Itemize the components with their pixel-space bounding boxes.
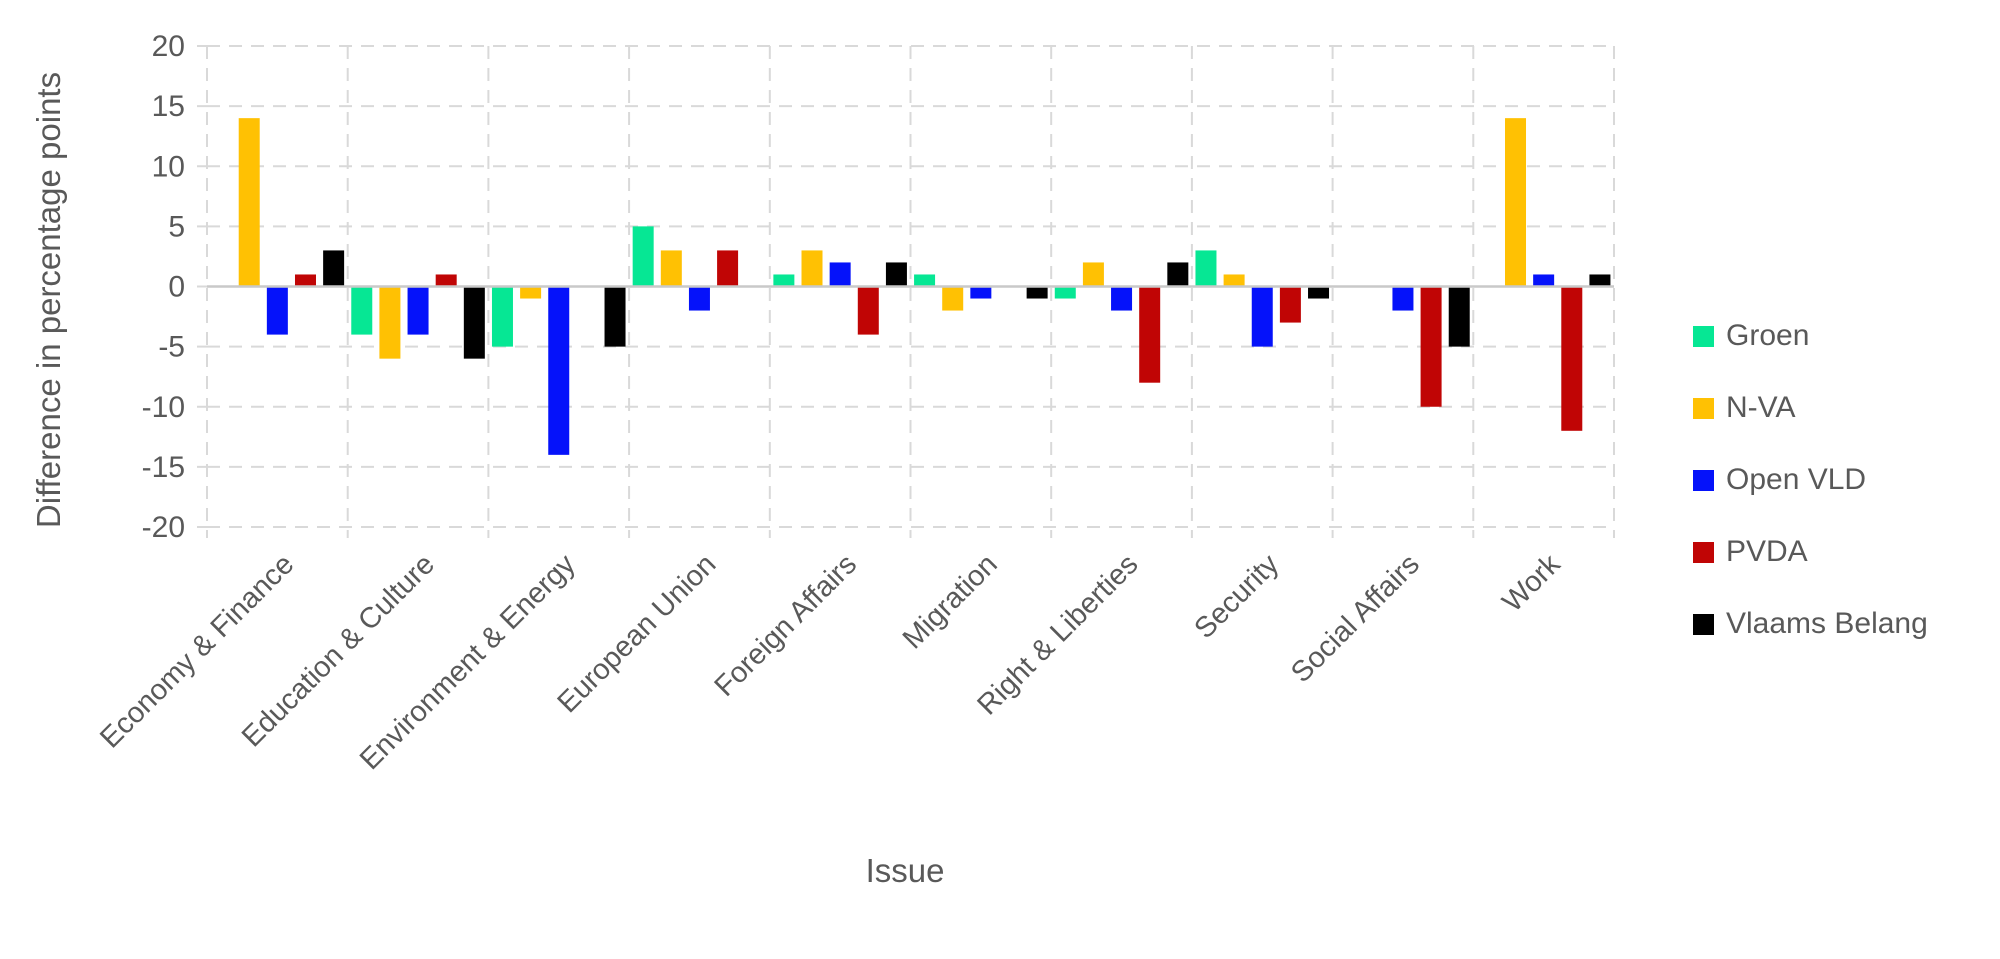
bar-groen-1 — [351, 286, 373, 335]
legend-item-n-va: N-VA — [1693, 391, 1795, 424]
legend-item-vlaams-belang: Vlaams Belang — [1693, 607, 1928, 640]
bar-n-va-1 — [379, 286, 401, 359]
legend-swatch — [1693, 614, 1714, 635]
bar-groen-2 — [491, 286, 513, 347]
bar-groen-4 — [773, 274, 795, 287]
bar-vlaams-belang-8 — [1448, 286, 1470, 347]
bar-pvda-9 — [1561, 286, 1583, 431]
bar-open-vld-0 — [266, 286, 288, 335]
bar-vlaams-belang-9 — [1589, 274, 1611, 287]
y-tick-label: 20 — [152, 30, 185, 63]
bar-open-vld-1 — [407, 286, 429, 335]
bar-groen-6 — [1054, 286, 1076, 299]
x-category-label: Foreign Affairs — [709, 548, 863, 702]
y-tick-label: -20 — [142, 511, 185, 544]
bar-vlaams-belang-2 — [604, 286, 626, 347]
y-tick-label: 0 — [168, 271, 185, 304]
bar-open-vld-8 — [1392, 286, 1414, 311]
bar-pvda-3 — [717, 250, 739, 287]
legend-item-pvda: PVDA — [1693, 535, 1808, 568]
bar-n-va-0 — [238, 118, 260, 287]
x-category-label: Migration — [897, 548, 1004, 655]
bar-groen-3 — [632, 226, 654, 287]
legend-item-open-vld: Open VLD — [1693, 463, 1866, 496]
legend-label: N-VA — [1726, 391, 1795, 424]
x-axis-title: Issue — [866, 852, 945, 889]
bar-vlaams-belang-4 — [885, 262, 907, 287]
bar-n-va-2 — [520, 286, 542, 299]
y-tick-label: 10 — [152, 150, 185, 183]
bar-open-vld-7 — [1251, 286, 1273, 347]
bar-open-vld-5 — [970, 286, 992, 299]
y-axis-title: Difference in percentage points — [30, 72, 67, 528]
bar-groen-5 — [914, 274, 936, 287]
bar-pvda-1 — [435, 274, 457, 287]
legend-label: Open VLD — [1726, 463, 1866, 496]
y-tick-label: -15 — [142, 451, 185, 484]
legend-label: Vlaams Belang — [1726, 607, 1928, 640]
legend-swatch — [1693, 326, 1714, 347]
bar-open-vld-2 — [548, 286, 570, 455]
bar-vlaams-belang-5 — [1026, 286, 1048, 299]
bar-n-va-7 — [1223, 274, 1245, 287]
bar-vlaams-belang-0 — [323, 250, 345, 287]
bar-pvda-6 — [1139, 286, 1161, 383]
bar-vlaams-belang-1 — [463, 286, 485, 359]
legend-swatch — [1693, 470, 1714, 491]
y-tick-label: 15 — [152, 90, 185, 123]
bar-groen-7 — [1195, 250, 1217, 287]
bar-n-va-4 — [801, 250, 823, 287]
bar-open-vld-4 — [829, 262, 851, 287]
x-category-label: Security — [1188, 548, 1285, 645]
legend-swatch — [1693, 542, 1714, 563]
bar-pvda-8 — [1420, 286, 1442, 407]
legend-swatch — [1693, 398, 1714, 419]
y-tick-label: -5 — [158, 331, 185, 364]
bar-vlaams-belang-7 — [1308, 286, 1330, 299]
bar-pvda-4 — [857, 286, 879, 335]
bar-n-va-5 — [942, 286, 964, 311]
bar-vlaams-belang-6 — [1167, 262, 1189, 287]
bar-pvda-7 — [1279, 286, 1301, 323]
x-category-label: Work — [1496, 548, 1566, 618]
legend-label: Groen — [1726, 319, 1809, 352]
bar-n-va-3 — [660, 250, 682, 287]
bar-pvda-0 — [294, 274, 316, 287]
bar-open-vld-6 — [1111, 286, 1133, 311]
bar-open-vld-3 — [688, 286, 710, 311]
bar-n-va-6 — [1082, 262, 1104, 287]
legend-label: PVDA — [1726, 535, 1808, 568]
bar-n-va-9 — [1505, 118, 1527, 287]
bar-open-vld-9 — [1533, 274, 1555, 287]
legend-item-groen: Groen — [1693, 319, 1809, 352]
x-category-label: Social Affairs — [1285, 548, 1426, 689]
y-tick-label: 5 — [168, 210, 185, 243]
y-tick-label: -10 — [142, 391, 185, 424]
